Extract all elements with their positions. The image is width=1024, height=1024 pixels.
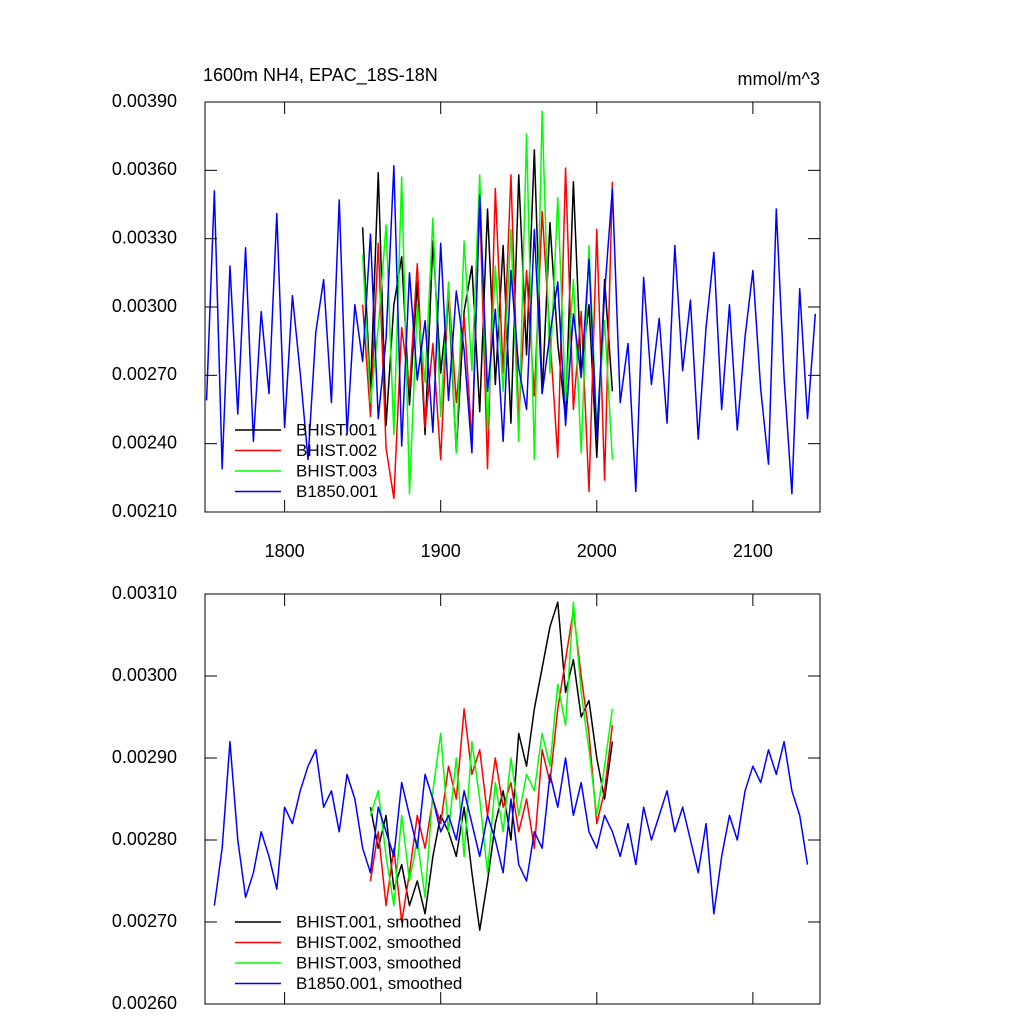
legend-label: BHIST.002, smoothed: [296, 933, 461, 952]
x-tick-label: 1800: [265, 541, 305, 561]
x-tick-label: 1900: [421, 541, 461, 561]
x-tick-label: 2100: [733, 541, 773, 561]
y-tick-label: 0.00280: [112, 829, 177, 849]
x-tick-label: 2000: [577, 541, 617, 561]
y-tick-label: 0.00270: [112, 364, 177, 384]
y-tick-label: 0.00260: [112, 993, 177, 1013]
series-line: [369, 601, 614, 931]
y-tick-label: 0.00390: [112, 91, 177, 111]
legend-label: BHIST.003, smoothed: [296, 953, 461, 972]
y-tick-label: 0.00240: [112, 432, 177, 452]
legend-label: B1850.001: [296, 482, 378, 501]
y-tick-label: 0.00310: [112, 583, 177, 603]
legend-label: B1850.001, smoothed: [296, 974, 462, 993]
y-tick-label: 0.00270: [112, 911, 177, 931]
legend-label: BHIST.003: [296, 461, 377, 480]
series-line: [361, 110, 614, 495]
units-label: mmol/m^3: [738, 69, 820, 89]
y-tick-label: 0.00290: [112, 747, 177, 767]
y-tick-label: 0.00210: [112, 501, 177, 521]
series-line: [213, 740, 809, 915]
legend-label: BHIST.002: [296, 441, 377, 460]
y-tick-label: 0.00300: [112, 665, 177, 685]
chart-title: 1600m NH4, EPAC_18S-18N: [203, 65, 438, 86]
plot-frame: [204, 593, 821, 1005]
legend-label: BHIST.001: [296, 420, 377, 439]
series-line: [205, 165, 817, 495]
y-tick-label: 0.00330: [112, 227, 177, 247]
y-tick-label: 0.00300: [112, 296, 177, 316]
legend-label: BHIST.001, smoothed: [296, 912, 461, 931]
y-tick-label: 0.00360: [112, 159, 177, 179]
